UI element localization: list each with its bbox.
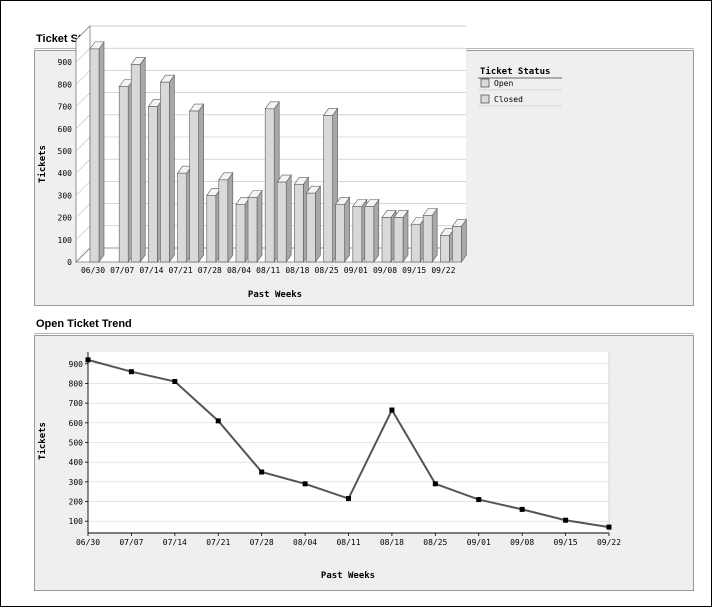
section-divider <box>34 48 694 49</box>
section-divider <box>34 333 694 334</box>
chart-panel-open-trend <box>34 335 694 591</box>
chart-panel-state-changes <box>34 50 694 306</box>
section-title-open-trend: Open Ticket Trend <box>36 318 132 330</box>
section-title-state-changes: Ticket State Changes <box>36 33 148 45</box>
